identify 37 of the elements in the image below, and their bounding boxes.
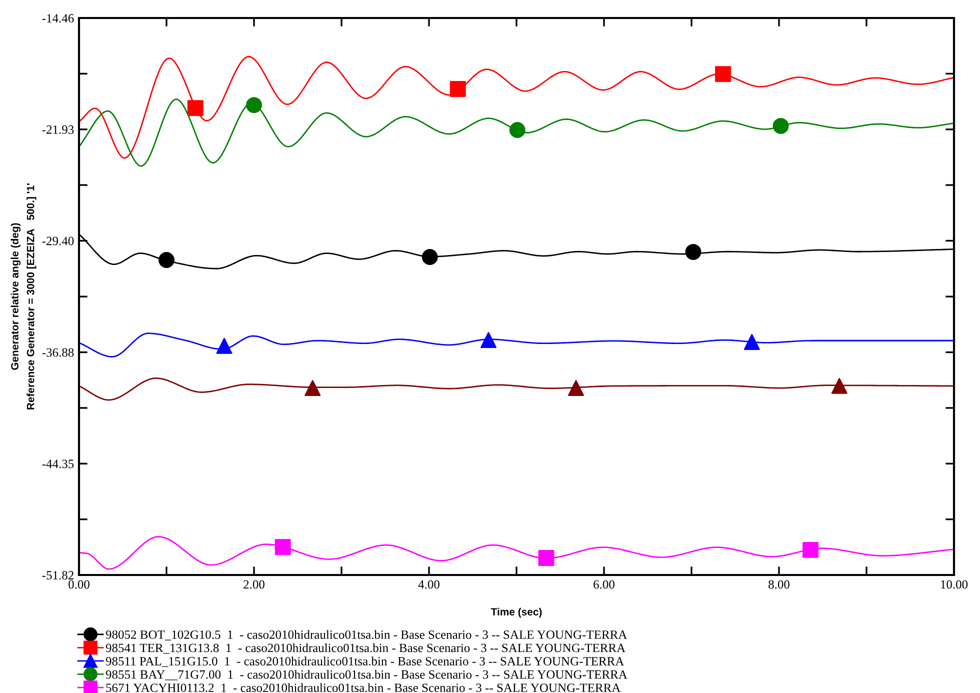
x-tick-label: 8.00 bbox=[768, 580, 790, 589]
point bbox=[480, 332, 496, 348]
legend-label: 98551 BAY__71G7.00 1 - caso2010hidraulico01tsa.bin - Base Scenario - 3 -- SALE YOUNG-TERRA bbox=[106, 670, 628, 680]
point bbox=[246, 97, 262, 114]
point bbox=[158, 252, 174, 268]
y-axis-title: Generator relative angle (deg) Reference Generator = 3000 [EZEIZA 500.] '1' bbox=[10, 183, 36, 410]
x-tick-label: 4.00 bbox=[418, 580, 440, 589]
x-tick-label: 2.00 bbox=[244, 580, 264, 589]
y-tick-label: -21.93 bbox=[42, 125, 74, 134]
point bbox=[216, 338, 232, 354]
legend-label: 98052 BOT_102G10.5 1 - caso2010hidraulico01tsa.bin - Base Scenario - 3 -- SALE YOUNG-TERRA bbox=[106, 630, 628, 640]
point bbox=[772, 118, 789, 134]
x-axis-title: Time (sec) bbox=[490, 608, 542, 618]
legend-label: 98511 PAL_151G15.0 1 - caso2010hidraulico01tsa.bin - Base Scenario - 3 -- SALE YOUNG-TERRA bbox=[106, 656, 624, 667]
point bbox=[187, 100, 204, 116]
point bbox=[744, 334, 760, 350]
point bbox=[538, 550, 554, 566]
point bbox=[304, 380, 321, 396]
y-tick-label: -51.82 bbox=[42, 571, 74, 580]
point bbox=[831, 378, 848, 394]
point bbox=[568, 380, 584, 396]
point bbox=[715, 66, 731, 82]
point bbox=[685, 244, 702, 260]
y-tick-label: -36.88 bbox=[42, 348, 74, 357]
y-tick-label: -14.46 bbox=[42, 14, 74, 23]
legend-label: 98541 TER_131G13.8 1 - caso2010hidraulico01tsa.bin - Base Scenario - 3 -- SALE YOUNG-TERRA bbox=[106, 643, 626, 654]
x-tick-label: 0.00 bbox=[68, 580, 90, 589]
y-tick-label: -44.35 bbox=[42, 460, 74, 468]
x-tick-label: 10.00 bbox=[941, 580, 968, 589]
point bbox=[450, 80, 466, 97]
point bbox=[509, 122, 526, 138]
point bbox=[422, 249, 438, 265]
point bbox=[802, 542, 818, 558]
x-tick-label: 6.00 bbox=[594, 580, 614, 589]
y-tick-label: -29.40 bbox=[42, 236, 74, 246]
legend-label: 5671 YACYHI0113.2 1 - caso2010hidraulico01tsa.bin - Base Scenario - 3 -- SALE YOUNG-TERRA bbox=[106, 683, 621, 692]
point bbox=[274, 538, 291, 555]
